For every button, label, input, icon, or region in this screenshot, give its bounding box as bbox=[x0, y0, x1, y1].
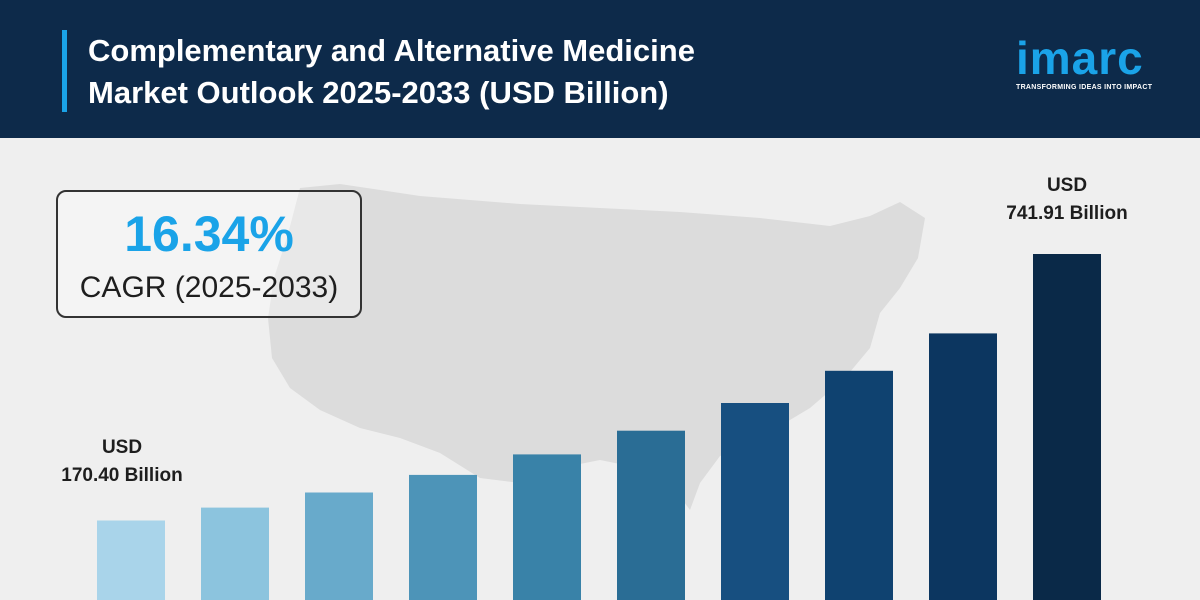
start-value-amount: 170.40 Billion bbox=[61, 465, 183, 486]
bar-2031 bbox=[825, 370, 893, 600]
header-banner: Complementary and Alternative Medicine M… bbox=[0, 0, 1200, 138]
bar-2026 bbox=[305, 492, 373, 600]
start-value-callout: USD 170.40 Billion bbox=[40, 434, 204, 490]
bar-2032 bbox=[929, 333, 997, 600]
title-line-2: Market Outlook 2025-2033 (USD Billion) bbox=[88, 75, 669, 110]
end-value-amount: 741.91 Billion bbox=[1006, 203, 1128, 224]
logo-wordmark: imarc bbox=[1016, 32, 1144, 84]
imarc-logo: imarc TRANSFORMING IDEAS INTO IMPACT bbox=[1012, 28, 1172, 98]
bar-2030 bbox=[721, 403, 789, 600]
cagr-box: 16.34% CAGR (2025-2033) bbox=[56, 190, 362, 318]
cagr-value: 16.34% bbox=[124, 206, 294, 262]
title-line-1: Complementary and Alternative Medicine bbox=[88, 33, 695, 68]
end-value-currency: USD bbox=[1046, 175, 1088, 196]
bar-2027 bbox=[409, 474, 477, 600]
end-value-callout: USD 741.91 Billion bbox=[985, 172, 1149, 228]
title-accent-bar bbox=[62, 30, 67, 112]
cagr-label: CAGR (2025-2033) bbox=[79, 271, 339, 304]
bar-2028 bbox=[513, 454, 581, 600]
logo-tagline: TRANSFORMING IDEAS INTO IMPACT bbox=[1016, 84, 1153, 91]
bar-2025 bbox=[201, 507, 269, 600]
bar-2029 bbox=[617, 430, 685, 600]
start-value-currency: USD bbox=[101, 437, 143, 458]
bar-2024 bbox=[97, 520, 165, 600]
page-title: Complementary and Alternative Medicine M… bbox=[88, 30, 968, 114]
bar-2033 bbox=[1033, 254, 1101, 600]
